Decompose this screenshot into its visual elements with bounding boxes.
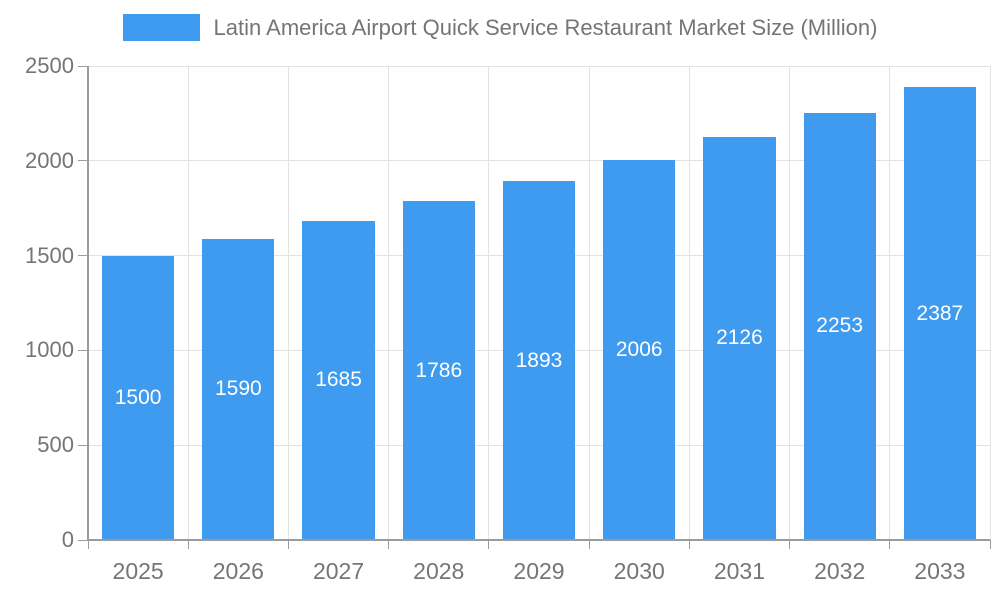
x-axis-tick xyxy=(187,540,189,549)
legend-swatch xyxy=(122,14,200,41)
x-axis-tick xyxy=(789,540,791,549)
y-axis-label: 1000 xyxy=(25,337,74,363)
x-axis-tick xyxy=(989,540,991,549)
y-axis-label: 2000 xyxy=(25,147,74,173)
y-axis-label: 500 xyxy=(37,432,74,458)
x-axis-line xyxy=(87,539,990,541)
bar-value-label: 2253 xyxy=(816,314,864,338)
gridline-vertical xyxy=(388,66,390,540)
x-axis-tick xyxy=(889,540,891,549)
bar-2025[interactable]: 1500 xyxy=(102,255,175,540)
gridline-horizontal xyxy=(88,65,990,67)
y-axis-tick xyxy=(78,349,88,351)
bar-value-label: 2387 xyxy=(916,301,964,325)
bar-value-label: 1685 xyxy=(315,368,362,392)
bar-value-label: 1590 xyxy=(214,377,262,401)
y-axis-tick xyxy=(78,160,88,162)
bar-2028[interactable]: 1786 xyxy=(402,201,475,540)
y-axis-tick xyxy=(78,65,88,67)
y-axis-tick xyxy=(78,444,88,446)
x-axis-tick xyxy=(588,540,590,549)
bar-2027[interactable]: 1685 xyxy=(302,220,375,540)
x-axis-label-2025: 2025 xyxy=(112,558,164,584)
plot-area: 0 500 1000 1500 2000 2500 1500 1590 1685 1786 1893… xyxy=(25,53,991,584)
y-axis-label: 0 xyxy=(61,527,74,552)
x-axis-label-2032: 2032 xyxy=(814,558,866,584)
bar-2029[interactable]: 1893 xyxy=(502,181,576,540)
bar-value-label: 1893 xyxy=(515,348,563,372)
bar-2026[interactable]: 1590 xyxy=(202,238,275,540)
x-axis-tick xyxy=(388,540,390,549)
bar-2033[interactable]: 2387 xyxy=(903,87,976,540)
gridline-vertical xyxy=(989,66,991,540)
bar-value-label: 1500 xyxy=(114,385,162,409)
bar-2030[interactable]: 2006 xyxy=(603,159,676,540)
y-axis-line xyxy=(87,66,89,540)
x-axis-label-2030: 2030 xyxy=(613,558,665,584)
x-axis-label-2028: 2028 xyxy=(413,558,465,584)
gridline-vertical xyxy=(287,66,289,540)
x-axis-tick xyxy=(87,540,89,549)
x-axis-label-2031: 2031 xyxy=(713,558,766,584)
bar-value-label: 1786 xyxy=(415,358,463,382)
x-axis-label-2029: 2029 xyxy=(513,558,565,584)
bar-value-label: 2126 xyxy=(716,326,763,350)
bar-2032[interactable]: 2253 xyxy=(803,112,876,540)
gridline-vertical xyxy=(588,66,590,540)
bar-2031[interactable]: 2126 xyxy=(703,136,776,540)
gridline-vertical xyxy=(889,66,891,540)
x-axis-label-2033: 2033 xyxy=(914,558,966,584)
gridline-vertical xyxy=(789,66,791,540)
gridline-vertical xyxy=(688,66,690,540)
x-axis-label-2026: 2026 xyxy=(212,558,264,584)
y-axis-label: 1500 xyxy=(25,242,74,268)
x-axis-tick xyxy=(488,540,490,549)
y-axis-tick xyxy=(78,539,88,541)
gridline-vertical xyxy=(488,66,490,540)
gridline-horizontal xyxy=(88,160,990,162)
y-axis-label: 2500 xyxy=(25,53,74,78)
y-axis-tick xyxy=(78,255,88,257)
x-axis-label-2027: 2027 xyxy=(312,558,365,584)
gridline-vertical xyxy=(187,66,189,540)
x-axis-tick xyxy=(287,540,289,549)
x-axis-tick xyxy=(688,540,690,549)
legend[interactable]: Latin America Airport Quick Service Rest… xyxy=(0,14,1000,41)
legend-label: Latin America Airport Quick Service Rest… xyxy=(213,15,878,40)
bar-value-label: 2006 xyxy=(615,337,663,361)
